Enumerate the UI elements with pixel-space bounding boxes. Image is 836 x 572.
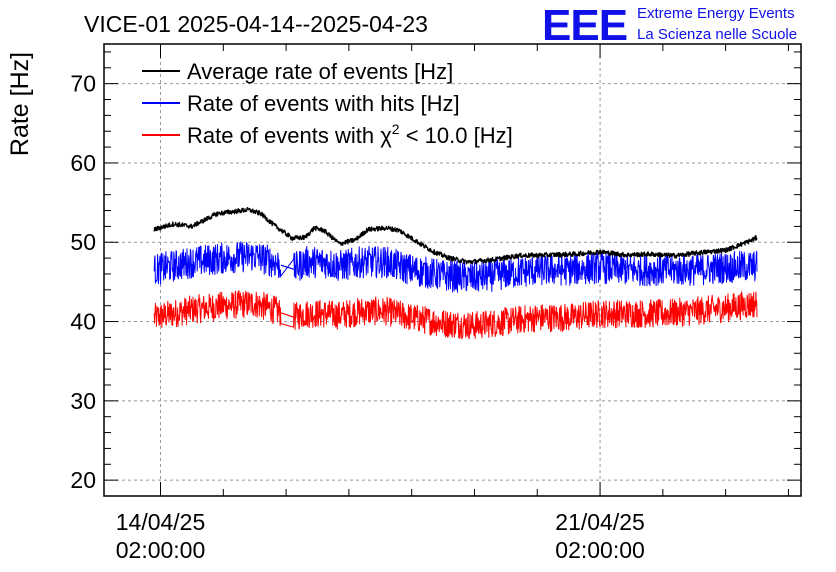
legend-entry-average: Average rate of events [Hz]: [142, 59, 453, 84]
y-tick-label-30: 30: [70, 388, 96, 414]
legend-label-chi2: Rate of events with χ2 < 10.0 [Hz]: [187, 121, 513, 148]
x-tick-label-date-0: 14/04/25: [116, 509, 206, 535]
legend-label-hits: Rate of events with hits [Hz]: [187, 91, 460, 116]
series-line-1: [153, 241, 758, 293]
y-tick-label-20: 20: [70, 467, 96, 493]
eee-logo: EEE Extreme Energy Events La Scienza nel…: [542, 1, 797, 50]
x-tick-label-time-0: 02:00:00: [116, 537, 206, 563]
y-axis-label: Rate [Hz]: [6, 52, 34, 156]
legend-chi2-tail: < 10.0 [Hz]: [400, 123, 513, 148]
legend-chi2-text: Rate of events with: [187, 123, 380, 148]
axis-ticks: [104, 44, 801, 496]
x-tick-label-date-1: 21/04/25: [555, 509, 645, 535]
legend-chi-symbol: χ: [380, 123, 392, 148]
legend-label-average: Average rate of events [Hz]: [187, 59, 453, 84]
series-layer: [153, 206, 758, 340]
y-tick-label-40: 40: [70, 309, 96, 335]
y-tick-labels: 20 30 40 50 60 70: [70, 71, 96, 493]
series-line-2: [153, 290, 758, 340]
logo-line-1: Extreme Energy Events: [637, 5, 795, 22]
legend-chi-superscript: 2: [392, 121, 400, 137]
y-tick-label-70: 70: [70, 71, 96, 97]
series-line-0: [153, 206, 758, 265]
legend: Average rate of events [Hz] Rate of even…: [142, 59, 513, 148]
series-gap-2: [280, 312, 294, 318]
plot-frame: [103, 43, 802, 497]
chart-title: VICE-01 2025-04-14--2025-04-23: [84, 11, 428, 37]
legend-entry-chi2: Rate of events with χ2 < 10.0 [Hz]: [142, 121, 513, 148]
y-tick-label-50: 50: [70, 229, 96, 255]
x-tick-label-time-1: 02:00:00: [555, 537, 645, 563]
logo-line-2: La Scienza nelle Scuole: [637, 26, 797, 43]
logo-mark: EEE: [542, 1, 627, 50]
legend-entry-hits: Rate of events with hits [Hz]: [142, 91, 460, 116]
y-tick-label-60: 60: [70, 150, 96, 176]
